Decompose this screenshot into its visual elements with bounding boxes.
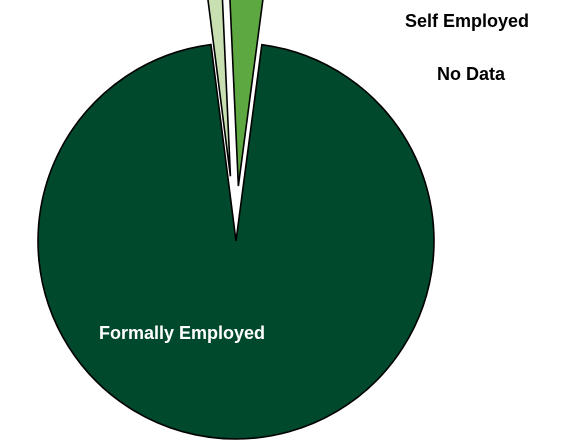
slice-label-self-employed: Self Employed: [405, 11, 529, 31]
pie-labels: Formally Employed Self Employed No Data: [99, 11, 529, 343]
pie-slice-self-employed: [207, 0, 232, 177]
pie-slice-formally-employed: [37, 43, 435, 440]
pie-slices: [37, 0, 435, 440]
slice-label-formally-employed: Formally Employed: [99, 323, 265, 343]
pie-slice-no-data: [229, 0, 264, 187]
slice-label-no-data: No Data: [437, 64, 506, 84]
